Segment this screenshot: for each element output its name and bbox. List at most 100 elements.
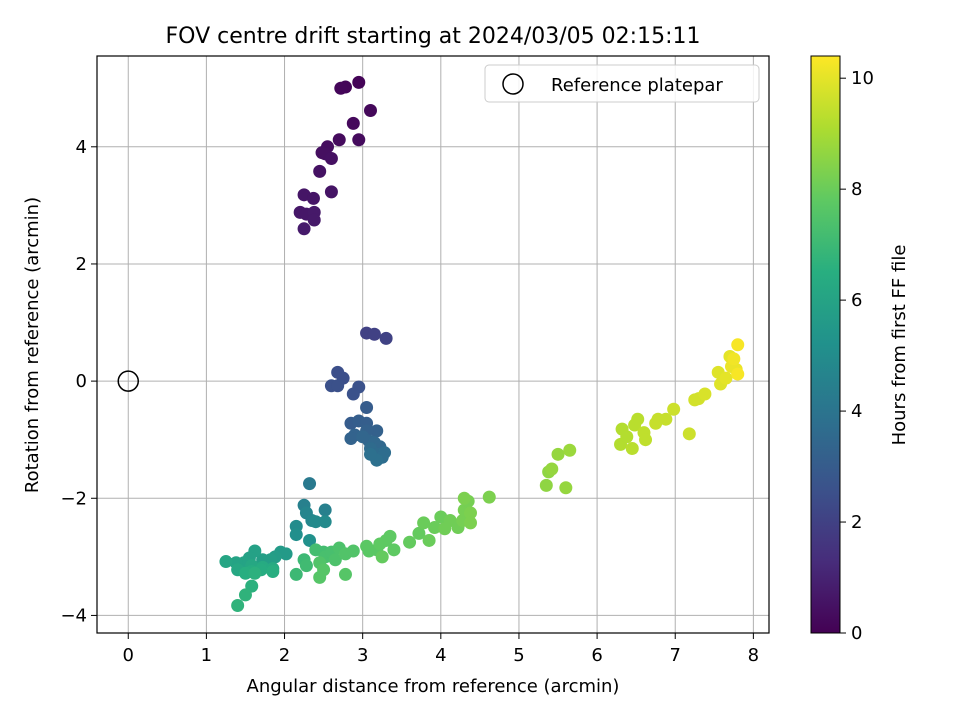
colorbar-ticks: 0 2 4 6 8 10 [840, 68, 874, 644]
data-point [482, 490, 496, 504]
data-point [324, 152, 338, 166]
data-point [370, 424, 384, 438]
data-point [346, 387, 360, 401]
reference-platepar-marker [117, 370, 140, 392]
data-point [299, 559, 313, 573]
x-tick-label: 8 [748, 645, 759, 666]
data-point [363, 103, 377, 117]
data-point [266, 564, 280, 578]
x-tick-label: 0 [123, 645, 134, 666]
colorbar-tick-label: 0 [851, 623, 862, 644]
y-axis-label: Rotation from reference (arcmin) [22, 197, 43, 493]
data-point [303, 477, 317, 491]
data-point [344, 432, 358, 446]
data-point [731, 367, 745, 381]
data-point [379, 331, 393, 345]
data-point [231, 598, 245, 612]
data-point [346, 544, 360, 558]
data-point [563, 443, 577, 457]
data-point [417, 516, 431, 530]
x-tick-label: 4 [435, 645, 446, 666]
data-point [313, 164, 327, 178]
y-tick-label: 4 [76, 137, 87, 158]
data-point [464, 506, 478, 520]
x-tick-label: 1 [201, 645, 212, 666]
reference-marker-layer [117, 370, 140, 392]
data-point [219, 555, 233, 569]
legend-entry-reference-platepar: Reference platepar [551, 75, 723, 96]
data-point [625, 441, 639, 455]
data-point [367, 327, 381, 341]
data-point [297, 222, 311, 236]
data-point [727, 352, 741, 366]
x-axis-label: Angular distance from reference (arcmin) [247, 676, 620, 697]
chart-title: FOV centre drift starting at 2024/03/05 … [166, 24, 701, 49]
data-point [428, 521, 442, 535]
data-point [334, 81, 348, 95]
colorbar-gradient [810, 55, 841, 634]
colorbar-tick-label: 10 [851, 68, 874, 89]
data-point [387, 543, 401, 557]
colorbar-tick-label: 8 [851, 179, 862, 200]
y-tick-label: −4 [60, 605, 87, 626]
data-point [238, 588, 252, 602]
colorbar: 0 2 4 6 8 10 Hours from first FF file [810, 55, 910, 644]
data-point [289, 528, 303, 542]
data-point [346, 116, 360, 130]
colorbar-tick-label: 2 [851, 512, 862, 533]
plot-frame [96, 55, 770, 634]
data-point [545, 462, 559, 476]
colorbar-tick-label: 4 [851, 401, 862, 422]
data-point [464, 516, 478, 530]
data-point [313, 570, 327, 584]
data-point [375, 550, 389, 564]
data-point [559, 481, 573, 495]
data-point [338, 567, 352, 581]
x-tick-label: 6 [591, 645, 602, 666]
y-tick-label: 0 [76, 371, 87, 392]
legend-reference-marker-icon [502, 73, 524, 95]
data-point [631, 412, 645, 426]
data-point [731, 338, 745, 352]
y-axis-ticks: −4 −2 0 2 4 [60, 137, 97, 626]
data-points [219, 75, 745, 612]
data-point [363, 447, 377, 461]
data-point [360, 400, 374, 414]
data-point [307, 213, 321, 227]
legend: Reference platepar [484, 64, 760, 103]
data-point [667, 402, 681, 416]
data-point [551, 447, 565, 461]
colorbar-tick-label: 6 [851, 290, 862, 311]
data-point [383, 529, 397, 543]
legend-box [484, 64, 760, 103]
data-point [620, 430, 634, 444]
data-point [238, 566, 252, 580]
data-point [698, 387, 712, 401]
data-point [289, 567, 303, 581]
data-point [659, 412, 673, 426]
colorbar-label: Hours from first FF file [889, 245, 910, 446]
data-point [324, 185, 338, 199]
data-point [403, 535, 417, 549]
x-tick-label: 2 [279, 645, 290, 666]
data-point [412, 526, 426, 540]
grid-lines [97, 56, 769, 633]
data-point [332, 133, 346, 147]
data-point [318, 515, 332, 529]
data-point [719, 371, 733, 385]
data-point [539, 478, 553, 492]
data-point [309, 515, 323, 529]
data-point [352, 133, 366, 147]
data-point [328, 553, 342, 567]
data-point [318, 503, 332, 517]
data-point [422, 533, 436, 547]
y-tick-label: −2 [60, 488, 87, 509]
x-tick-label: 3 [357, 645, 368, 666]
x-tick-label: 7 [670, 645, 681, 666]
data-point [248, 566, 262, 580]
x-axis-ticks: 0 1 2 3 4 5 6 7 8 [123, 633, 759, 666]
data-point [639, 433, 653, 447]
